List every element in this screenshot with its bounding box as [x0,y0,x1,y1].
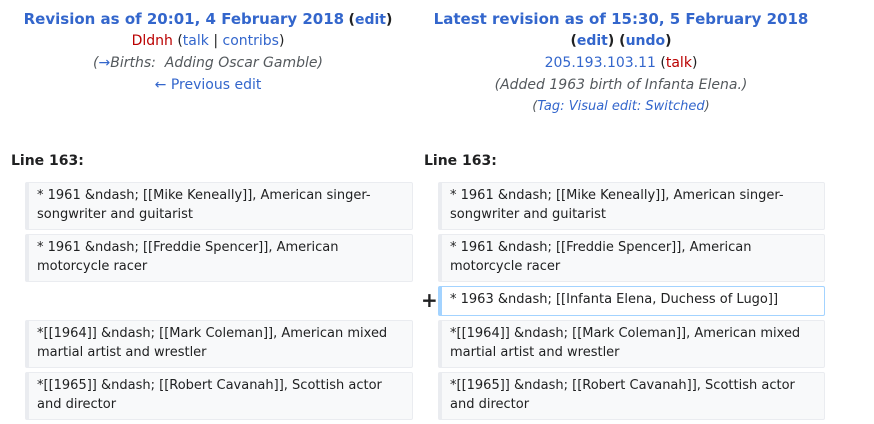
right-revision-header: Latest revision as of 15:30, 5 February … [416,8,826,118]
right-edit-link[interactable]: edit [576,33,608,49]
left-line-number: Line 163: [11,153,84,169]
left-title-line: Revision as of 20:01, 4 February 2018 (e… [23,10,393,28]
previous-edit-link[interactable]: ← Previous edit [154,77,262,93]
previous-edit-line: ← Previous edit [0,74,416,96]
left-context-line: *[[1965]] &ndash; [[Robert Cavanah]], Sc… [25,372,413,420]
right-line-number: Line 163: [424,153,497,169]
right-context-line: * 1961 &ndash; [[Freddie Spencer]], Amer… [438,234,825,282]
right-edit-summary: (Added 1963 birth of Infanta Elena.) [494,77,748,93]
right-summary-text: Added 1963 birth of Infanta Elena. [500,77,742,93]
right-context-line: * 1961 &ndash; [[Mike Keneally]], Americ… [438,182,825,230]
undo-link[interactable]: undo [625,33,666,49]
right-revision-title-link[interactable]: Latest revision as of 15:30, 5 February … [433,10,809,28]
left-edit-summary: (→Births: Adding Oscar Gamble) [93,55,323,71]
left-context-line: *[[1964]] &ndash; [[Mark Coleman]], Amer… [25,320,413,368]
tag-line: (Tag: Visual edit: Switched) [532,99,710,114]
left-talk-link[interactable]: talk [182,33,209,49]
left-user-line: Dldnh (talk | contribs) [131,33,285,49]
left-revision-header: Revision as of 20:01, 4 February 2018 (e… [0,8,416,96]
right-title-line: Latest revision as of 15:30, 5 February … [416,8,826,30]
tag-label-link[interactable]: Tag: [537,99,565,114]
right-context-line: *[[1964]] &ndash; [[Mark Coleman]], Amer… [438,320,825,368]
right-talk-link[interactable]: talk [665,55,692,71]
summary-text: Adding Oscar Gamble [164,55,318,71]
added-line: * 1963 &ndash; [[Infanta Elena, Duchess … [438,286,825,316]
summary-section: Births: [110,55,156,71]
right-context-line: *[[1965]] &ndash; [[Robert Cavanah]], Sc… [438,372,825,420]
added-line-marker: + [421,288,438,312]
left-context-line: * 1961 &ndash; [[Mike Keneally]], Americ… [25,182,413,230]
tag-value-link[interactable]: Visual edit: Switched [568,99,705,114]
left-user-link[interactable]: Dldnh [131,33,173,49]
section-arrow-link[interactable]: → [98,55,111,71]
left-contribs-link[interactable]: contribs [222,33,279,49]
right-ip-link[interactable]: 205.193.103.11 [544,55,656,71]
left-context-line: * 1961 &ndash; [[Freddie Spencer]], Amer… [25,234,413,282]
left-edit-link[interactable]: edit [354,12,386,28]
right-user-line: 205.193.103.11 (talk) [544,55,698,71]
right-actions-line: (edit) (undo) [570,33,672,49]
left-revision-title-link[interactable]: Revision as of 20:01, 4 February 2018 [23,10,345,28]
